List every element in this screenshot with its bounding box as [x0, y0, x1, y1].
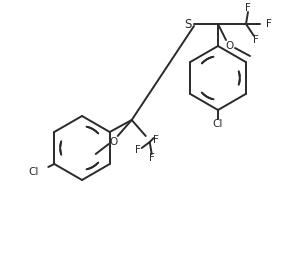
Text: F: F — [245, 3, 251, 13]
Text: F: F — [253, 35, 259, 45]
Text: F: F — [153, 135, 159, 145]
Text: F: F — [149, 153, 155, 163]
Text: O: O — [226, 41, 234, 51]
Text: F: F — [135, 145, 141, 155]
Text: O: O — [110, 137, 118, 147]
Text: S: S — [184, 18, 192, 30]
Text: F: F — [266, 19, 272, 29]
Text: Cl: Cl — [28, 167, 38, 177]
Text: Cl: Cl — [213, 119, 223, 129]
